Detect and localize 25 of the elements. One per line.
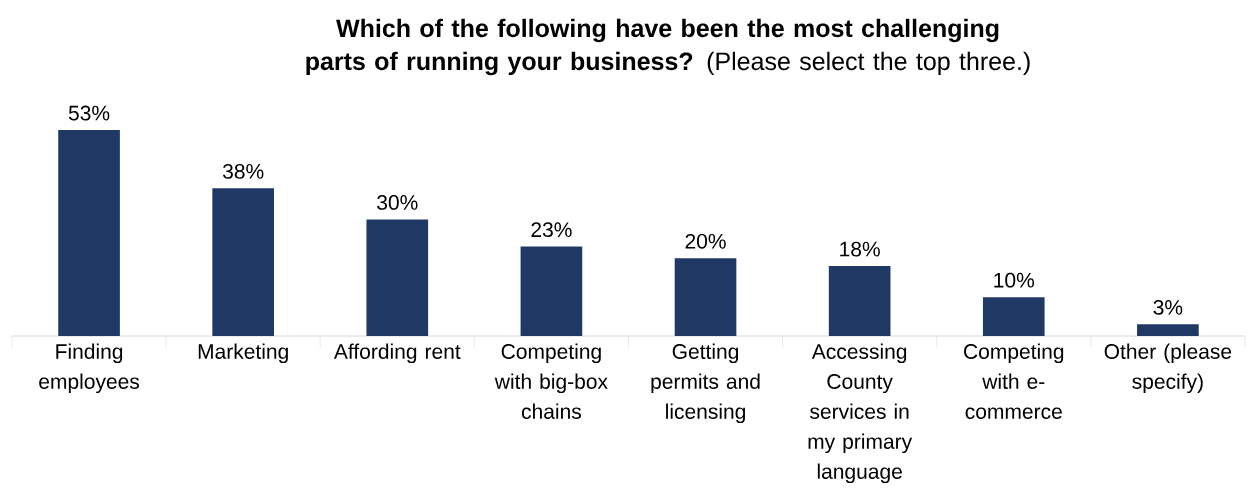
bar <box>58 130 120 336</box>
bar <box>982 297 1045 336</box>
x-tick-label: Other (please specify) <box>1104 343 1232 394</box>
x-tick-label: Accessing County services in my primary language <box>808 343 913 484</box>
x-tick-label: Competing with e-commerce <box>964 343 1064 419</box>
bar <box>520 246 583 336</box>
x-tick-label: Competing with big-box chains <box>494 343 608 419</box>
x-tick-label: Getting permits and licensing <box>651 343 760 424</box>
bar <box>212 188 274 336</box>
x-tick-label: Affording rent <box>333 343 461 364</box>
data-label: 18% <box>840 241 880 257</box>
bar <box>674 258 737 336</box>
x-tick-label: Finding employees <box>39 343 140 394</box>
data-label: 53% <box>68 105 110 121</box>
data-label: 20% <box>685 233 726 249</box>
data-label: 3% <box>1153 299 1183 315</box>
bar <box>366 219 429 336</box>
x-tick-label: Marketing <box>198 343 288 364</box>
chart-title: Which of the following have been the most challenging parts of running your business? (Please select the top three.) <box>306 18 1030 76</box>
data-label: 10% <box>994 272 1035 288</box>
data-label: 23% <box>531 222 572 238</box>
bar <box>1137 324 1199 336</box>
bar <box>828 266 891 336</box>
data-label: 30% <box>377 195 418 210</box>
data-label: 38% <box>222 163 264 179</box>
